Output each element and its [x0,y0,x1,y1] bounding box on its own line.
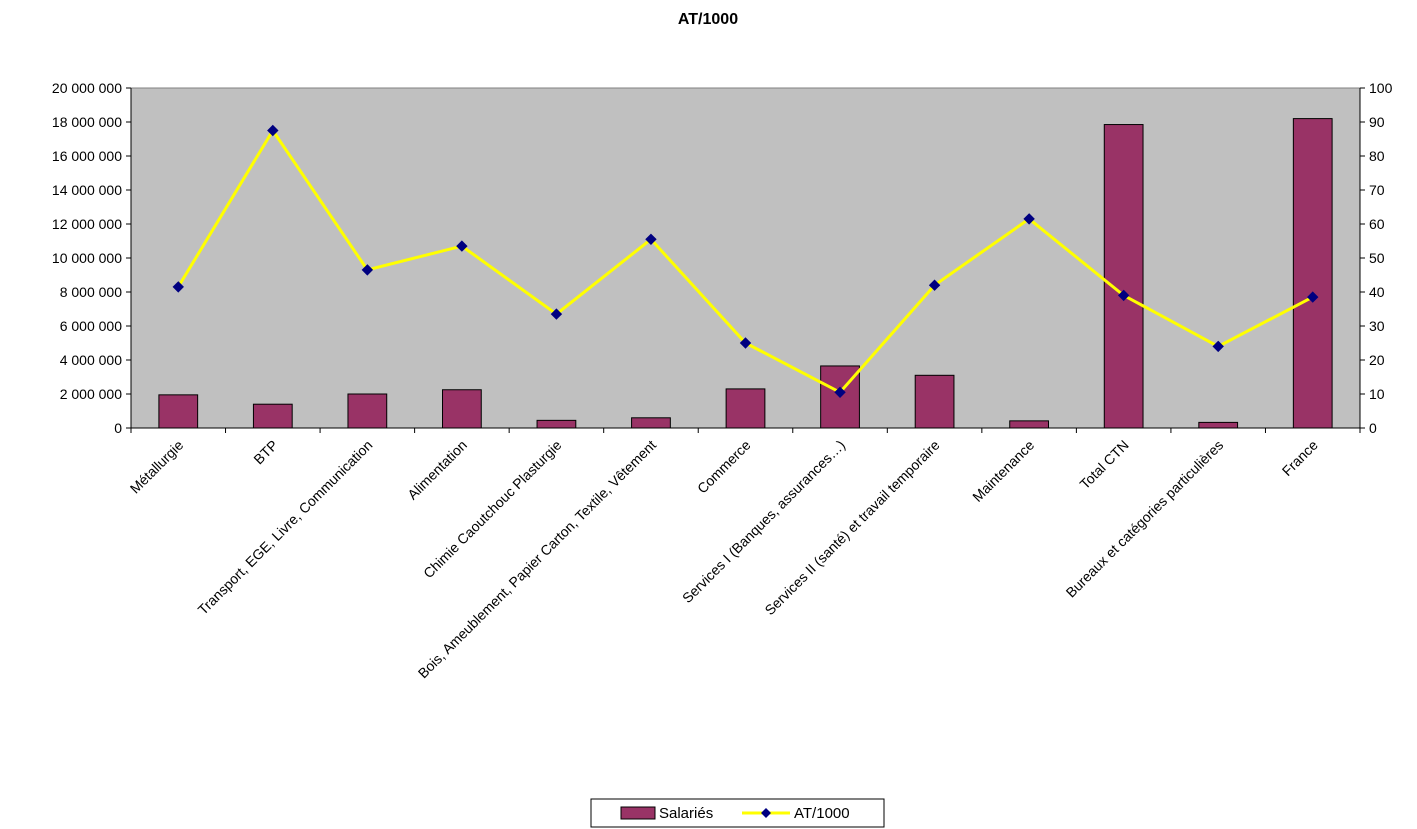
x-tick-label: Maintenance [969,437,1037,505]
line-point [1212,340,1224,353]
x-tick-label: Commerce [694,437,754,497]
bar [442,389,482,429]
plot-area: 0 2 000 000 4 000 000 6 000 000 8 000 000 10 … [52,80,1393,681]
y-left-tick-label: 18 000 000 [52,114,122,130]
x-tick-label: Total CTN [1076,437,1131,492]
y-left-tick-label: 16 000 000 [52,148,122,164]
y-left-tick-label: 10 000 000 [52,250,122,266]
bar [536,419,577,429]
line-point [739,337,752,349]
x-tick-label: BTP [250,437,281,468]
bar [1292,118,1333,429]
y-left-tick-label: 14 000 000 [52,182,122,198]
line-point [1023,213,1035,225]
bar [347,393,388,429]
legend-swatch-marker [761,808,771,818]
line-point [550,308,563,320]
y-left-tick-label: 0 [114,420,122,436]
bar [725,388,766,429]
plot-background [130,87,1361,429]
bar [1009,420,1049,429]
legend-label: Salariés [659,805,713,822]
y-left-tick-label: 6 000 000 [60,318,122,334]
x-tick-label: France [1279,437,1321,479]
line-point [267,124,279,137]
x-tick-label: Bureaux et catégories particulières [1063,437,1227,601]
y-right-tick-label: 0 [1369,420,1377,436]
bar [1103,124,1144,429]
bar [252,403,293,429]
line-point [456,240,468,252]
bar [631,417,671,429]
y-left-tick-label: 12 000 000 [52,216,122,232]
x-tick-label: Transport, EGE, Livre, Communication [195,437,376,618]
bar [1198,421,1239,429]
line-point [1117,289,1130,302]
y-right-tick-label: 70 [1369,182,1385,198]
y-right-tick-label: 20 [1369,352,1385,368]
line-point [834,386,846,399]
chart-title: AT/1000 [678,11,738,28]
y-right-tick-label: 60 [1369,216,1385,232]
y-right-tick-label: 50 [1369,250,1385,266]
legend-label: AT/1000 [794,805,850,822]
y-right-tick-label: 100 [1369,80,1393,96]
bar [158,394,199,429]
line-point [645,233,657,246]
y-right-tick-label: 30 [1369,318,1385,334]
x-tick-label: Alimentation [404,437,470,503]
line-point [928,279,941,291]
y-left-tick-label: 2 000 000 [60,386,122,402]
line-point [361,264,374,276]
y-left-tick-label: 8 000 000 [60,284,122,300]
y-right-tick-label: 90 [1369,114,1385,130]
legend-swatch-bar [620,806,656,820]
line-point [172,281,184,293]
x-tick-label: Services I (Banques, assurances…) [679,437,848,606]
x-tick-label: Métallurgie [127,437,187,497]
y-right-tick-label: 40 [1369,284,1385,300]
y-right-tick-label: 10 [1369,386,1385,402]
y-left-tick-label: 20 000 000 [52,80,122,96]
x-tick-label: Services II (santé) et travail temporair… [761,437,942,618]
line-point [1307,291,1319,303]
bar [914,374,955,429]
legend: Salariés AT/1000 [590,798,885,828]
y-left-tick-label: 4 000 000 [60,352,122,368]
y-right-tick-label: 80 [1369,148,1385,164]
